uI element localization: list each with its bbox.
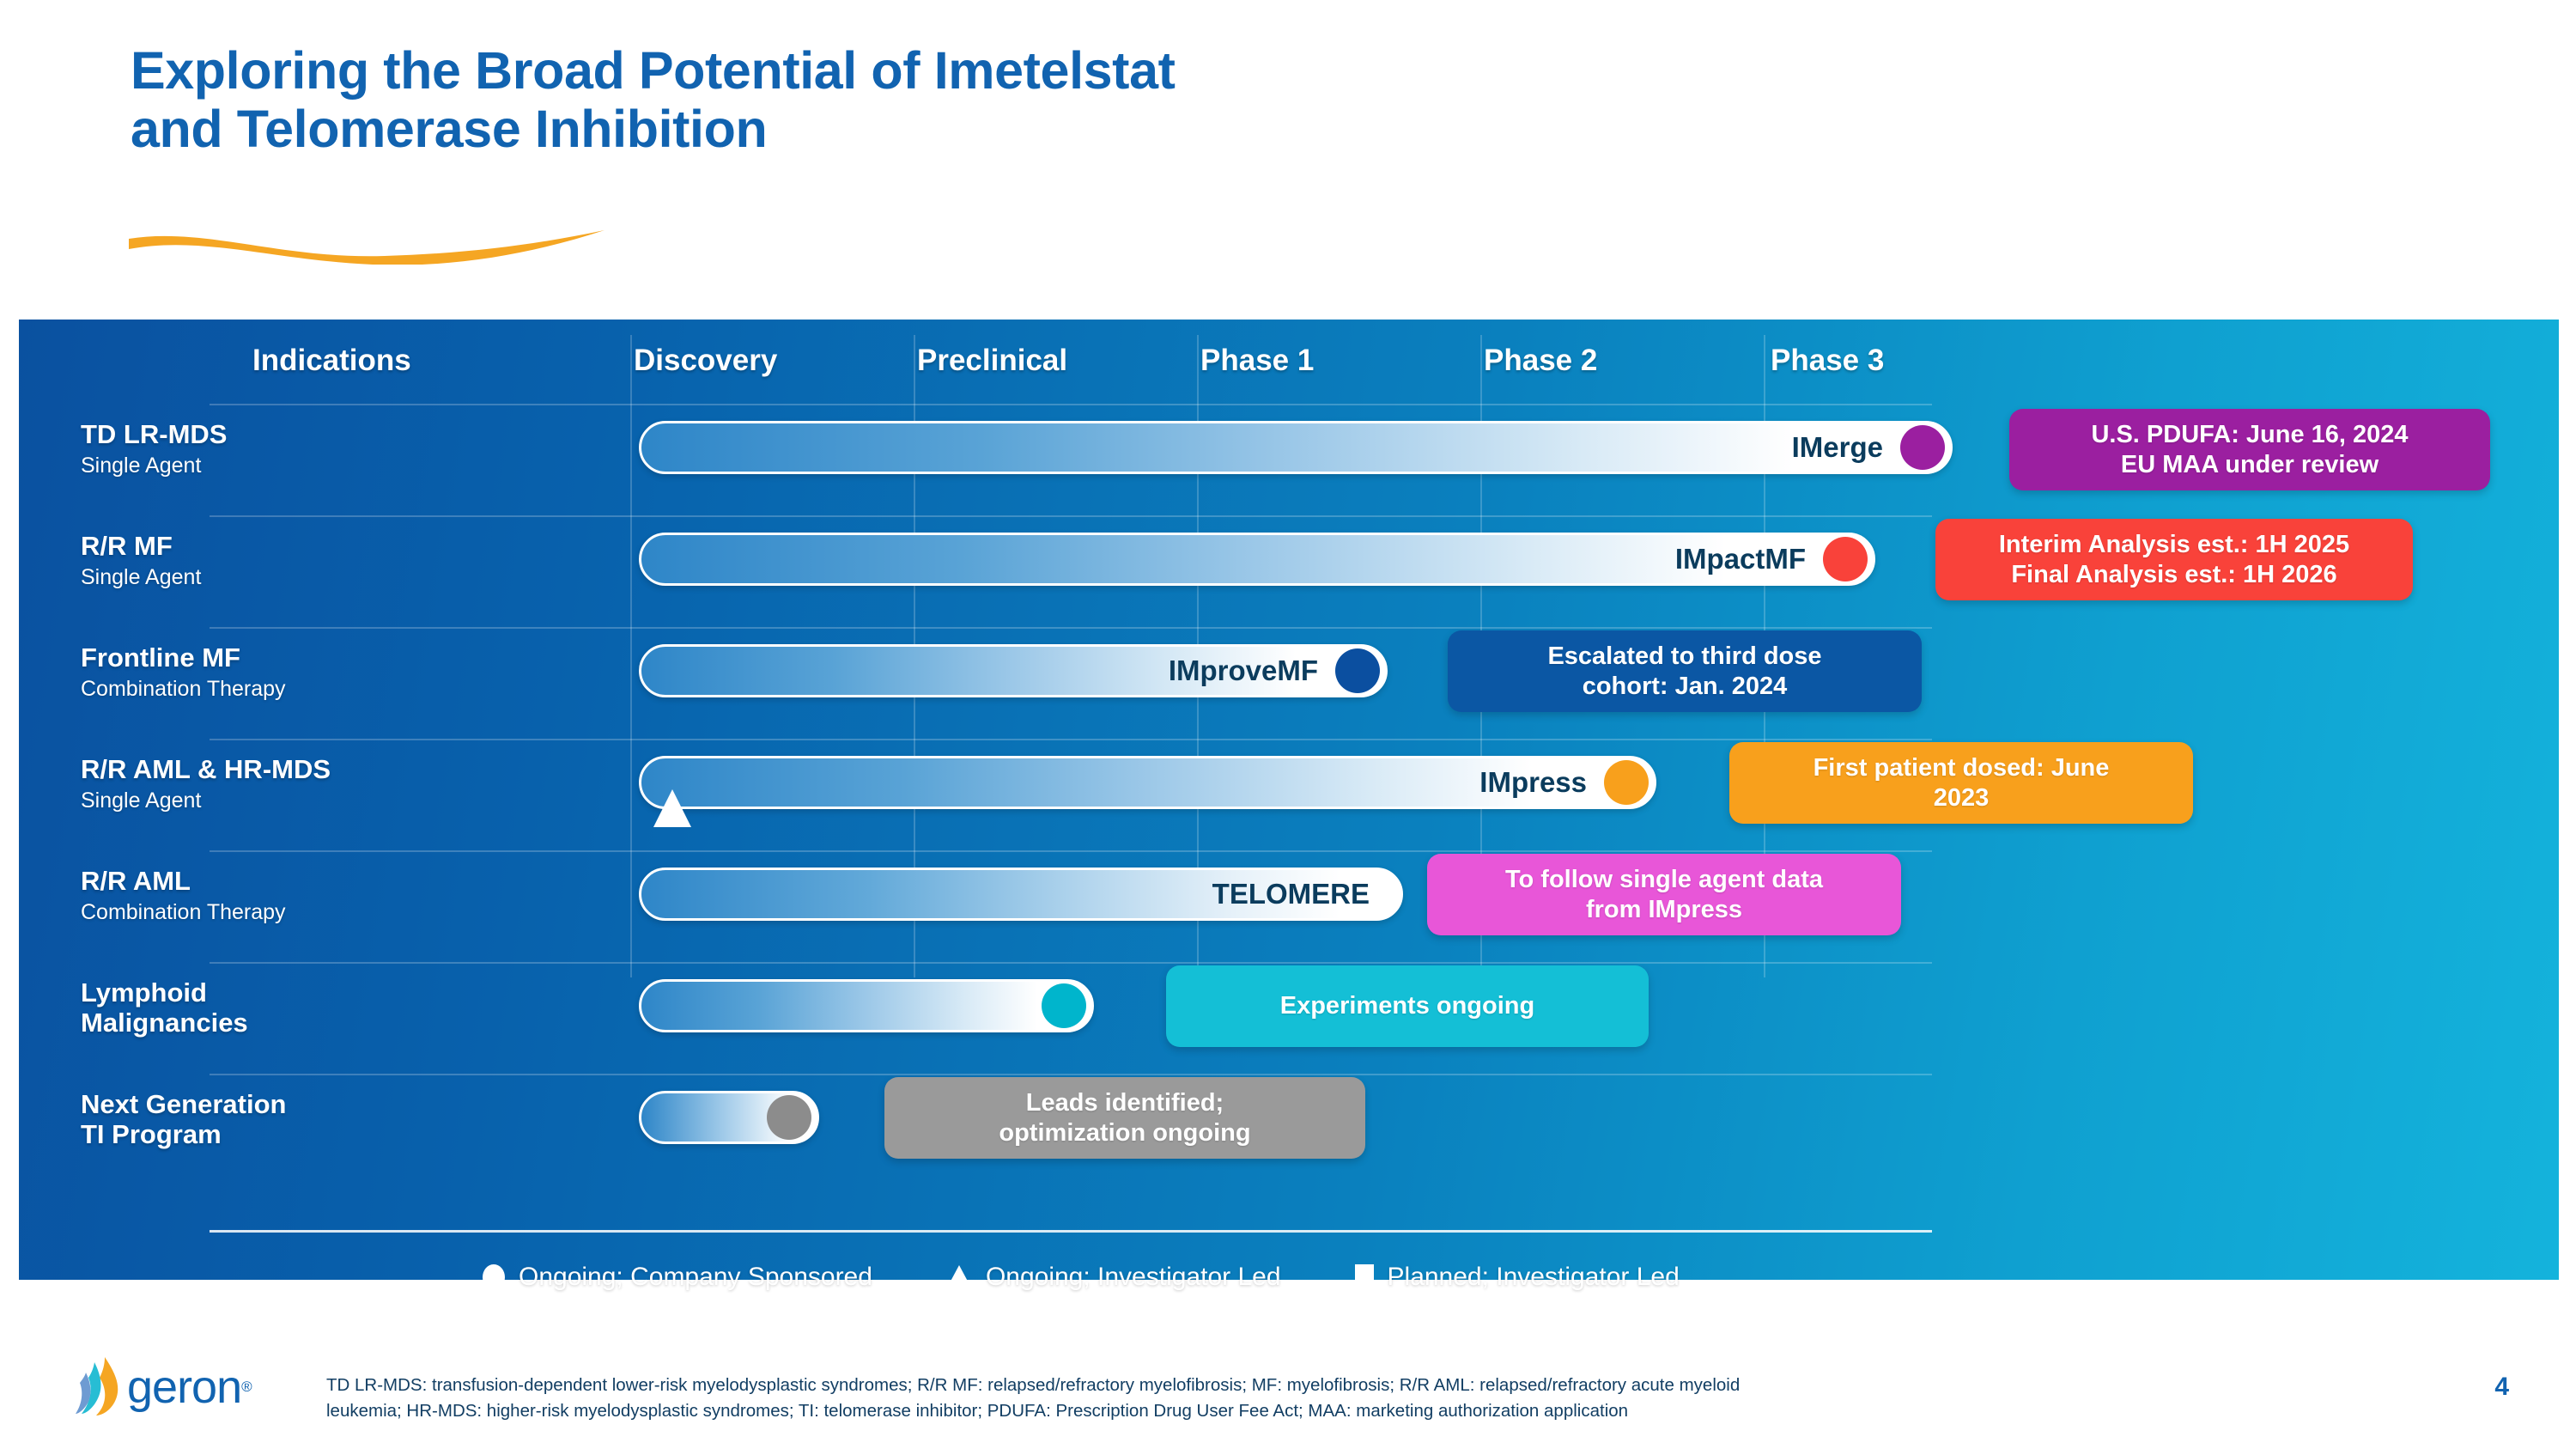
legend: Ongoing; Company Sponsored Ongoing; Inve… <box>483 1263 1680 1292</box>
indication-name: TD LR-MDS <box>81 419 228 449</box>
pipeline-bar[interactable]: IMpress <box>639 756 1656 827</box>
callout-box: Escalated to third dose cohort: Jan. 202… <box>1448 630 1922 712</box>
legend-item-ongoing-company: Ongoing; Company Sponsored <box>483 1263 872 1292</box>
indication-name: Lymphoid Malignancies <box>81 977 248 1038</box>
bar-endpoint <box>1042 983 1086 1028</box>
bar-endpoint <box>1604 760 1649 805</box>
row-divider <box>210 404 1932 405</box>
column-header-indications: Indications <box>252 344 411 377</box>
legend-circle-icon <box>483 1264 505 1290</box>
pipeline-bar[interactable] <box>639 1091 819 1144</box>
row-divider <box>210 850 1932 852</box>
indication-name: R/R AML & HR-MDS <box>81 754 331 784</box>
callout-box: First patient dosed: June 2023 <box>1729 742 2193 824</box>
footnote: TD LR-MDS: transfusion-dependent lower-r… <box>326 1375 1741 1421</box>
legend-item-planned-investigator: Planned; Investigator Led <box>1354 1263 1680 1292</box>
title-block: Exploring the Broad Potential of Imetels… <box>131 41 2020 159</box>
pipeline-bar[interactable]: TELOMERE <box>639 868 1403 921</box>
logo-wordmark: geron <box>127 1361 242 1413</box>
trial-name: IMpactMF <box>1674 543 1806 575</box>
table-row: R/R AML Combination Therapy TELOMERE To … <box>19 854 2559 964</box>
bar-endpoint <box>1900 425 1945 470</box>
indication-name: Frontline MF <box>81 642 240 673</box>
bar-endpoint <box>1823 537 1868 581</box>
indication-name: R/R MF <box>81 531 173 561</box>
page-title: Exploring the Broad Potential of Imetels… <box>131 41 1176 159</box>
pipeline-bar[interactable] <box>639 979 1094 1032</box>
indication-subtitle: Single Agent <box>81 454 202 478</box>
callout-box: Interim Analysis est.: 1H 2025 Final Ana… <box>1935 519 2413 600</box>
table-row: R/R MF Single Agent IMpactMF Interim Ana… <box>19 519 2559 629</box>
swoosh-decoration <box>129 230 605 265</box>
callout-box: To follow single agent data from IMpress <box>1427 854 1901 935</box>
bar-endpoint <box>767 1095 811 1140</box>
row-divider <box>210 1074 1932 1075</box>
page-number: 4 <box>2494 1373 2509 1401</box>
table-row: Next Generation TI Program Leads identif… <box>19 1077 2559 1187</box>
callout-box: Leads identified; optimization ongoing <box>884 1077 1365 1159</box>
indication-subtitle: Combination Therapy <box>81 900 286 924</box>
table-row: Frontline MF Combination Therapy IMprove… <box>19 630 2559 740</box>
legend-label: Planned; Investigator Led <box>1387 1263 1680 1291</box>
legend-label: Ongoing; Investigator Led <box>985 1263 1281 1291</box>
trial-name: TELOMERE <box>1212 878 1370 910</box>
column-header-phase-1: Phase 1 <box>1200 344 1315 377</box>
bar-endpoint <box>1335 648 1380 693</box>
pipeline-bar[interactable]: IMpactMF <box>639 533 1875 586</box>
flame-icon <box>76 1357 118 1416</box>
row-divider <box>210 627 1932 629</box>
legend-label: Ongoing; Company Sponsored <box>519 1263 872 1291</box>
trial-name: IMpress <box>1479 766 1587 798</box>
indication-subtitle: Single Agent <box>81 788 202 813</box>
column-header-phase-2: Phase 2 <box>1484 344 1598 377</box>
indication-name: Next Generation TI Program <box>81 1089 287 1150</box>
status-marker-triangle-icon <box>653 775 691 827</box>
trial-name: IMerge <box>1791 431 1883 463</box>
row-divider <box>210 739 1932 740</box>
table-row: R/R AML & HR-MDS Single Agent IMpress Fi… <box>19 742 2559 852</box>
indication-subtitle: Single Agent <box>81 565 202 589</box>
pipeline-bar[interactable]: IMproveMF <box>639 644 1388 697</box>
legend-item-ongoing-investigator: Ongoing; Investigator Led <box>945 1263 1281 1292</box>
callout-box: U.S. PDUFA: June 16, 2024 EU MAA under r… <box>2009 409 2490 490</box>
column-header-phase-3: Phase 3 <box>1771 344 1885 377</box>
callout-box: Experiments ongoing <box>1166 965 1649 1047</box>
indication-subtitle: Combination Therapy <box>81 677 286 701</box>
geron-logo: geron ® <box>70 1355 252 1419</box>
column-divider <box>630 335 632 977</box>
legend-triangle-icon <box>945 1265 972 1289</box>
row-divider <box>210 515 1932 517</box>
legend-square-icon <box>1354 1264 1374 1290</box>
pipeline-bar[interactable]: IMerge <box>639 421 1953 474</box>
pipeline-panel: Indications Discovery Preclinical Phase … <box>19 320 2559 1291</box>
legend-divider <box>210 1230 1932 1233</box>
row-divider <box>210 962 1932 964</box>
table-row: Lymphoid Malignancies Experiments ongoin… <box>19 965 2559 1075</box>
column-header-preclinical: Preclinical <box>917 344 1068 377</box>
table-row: TD LR-MDS Single Agent IMerge U.S. PDUFA… <box>19 409 2559 517</box>
indication-name: R/R AML <box>81 866 191 896</box>
registered-mark: ® <box>241 1379 252 1395</box>
column-header-discovery: Discovery <box>634 344 778 377</box>
trial-name: IMproveMF <box>1168 654 1318 686</box>
